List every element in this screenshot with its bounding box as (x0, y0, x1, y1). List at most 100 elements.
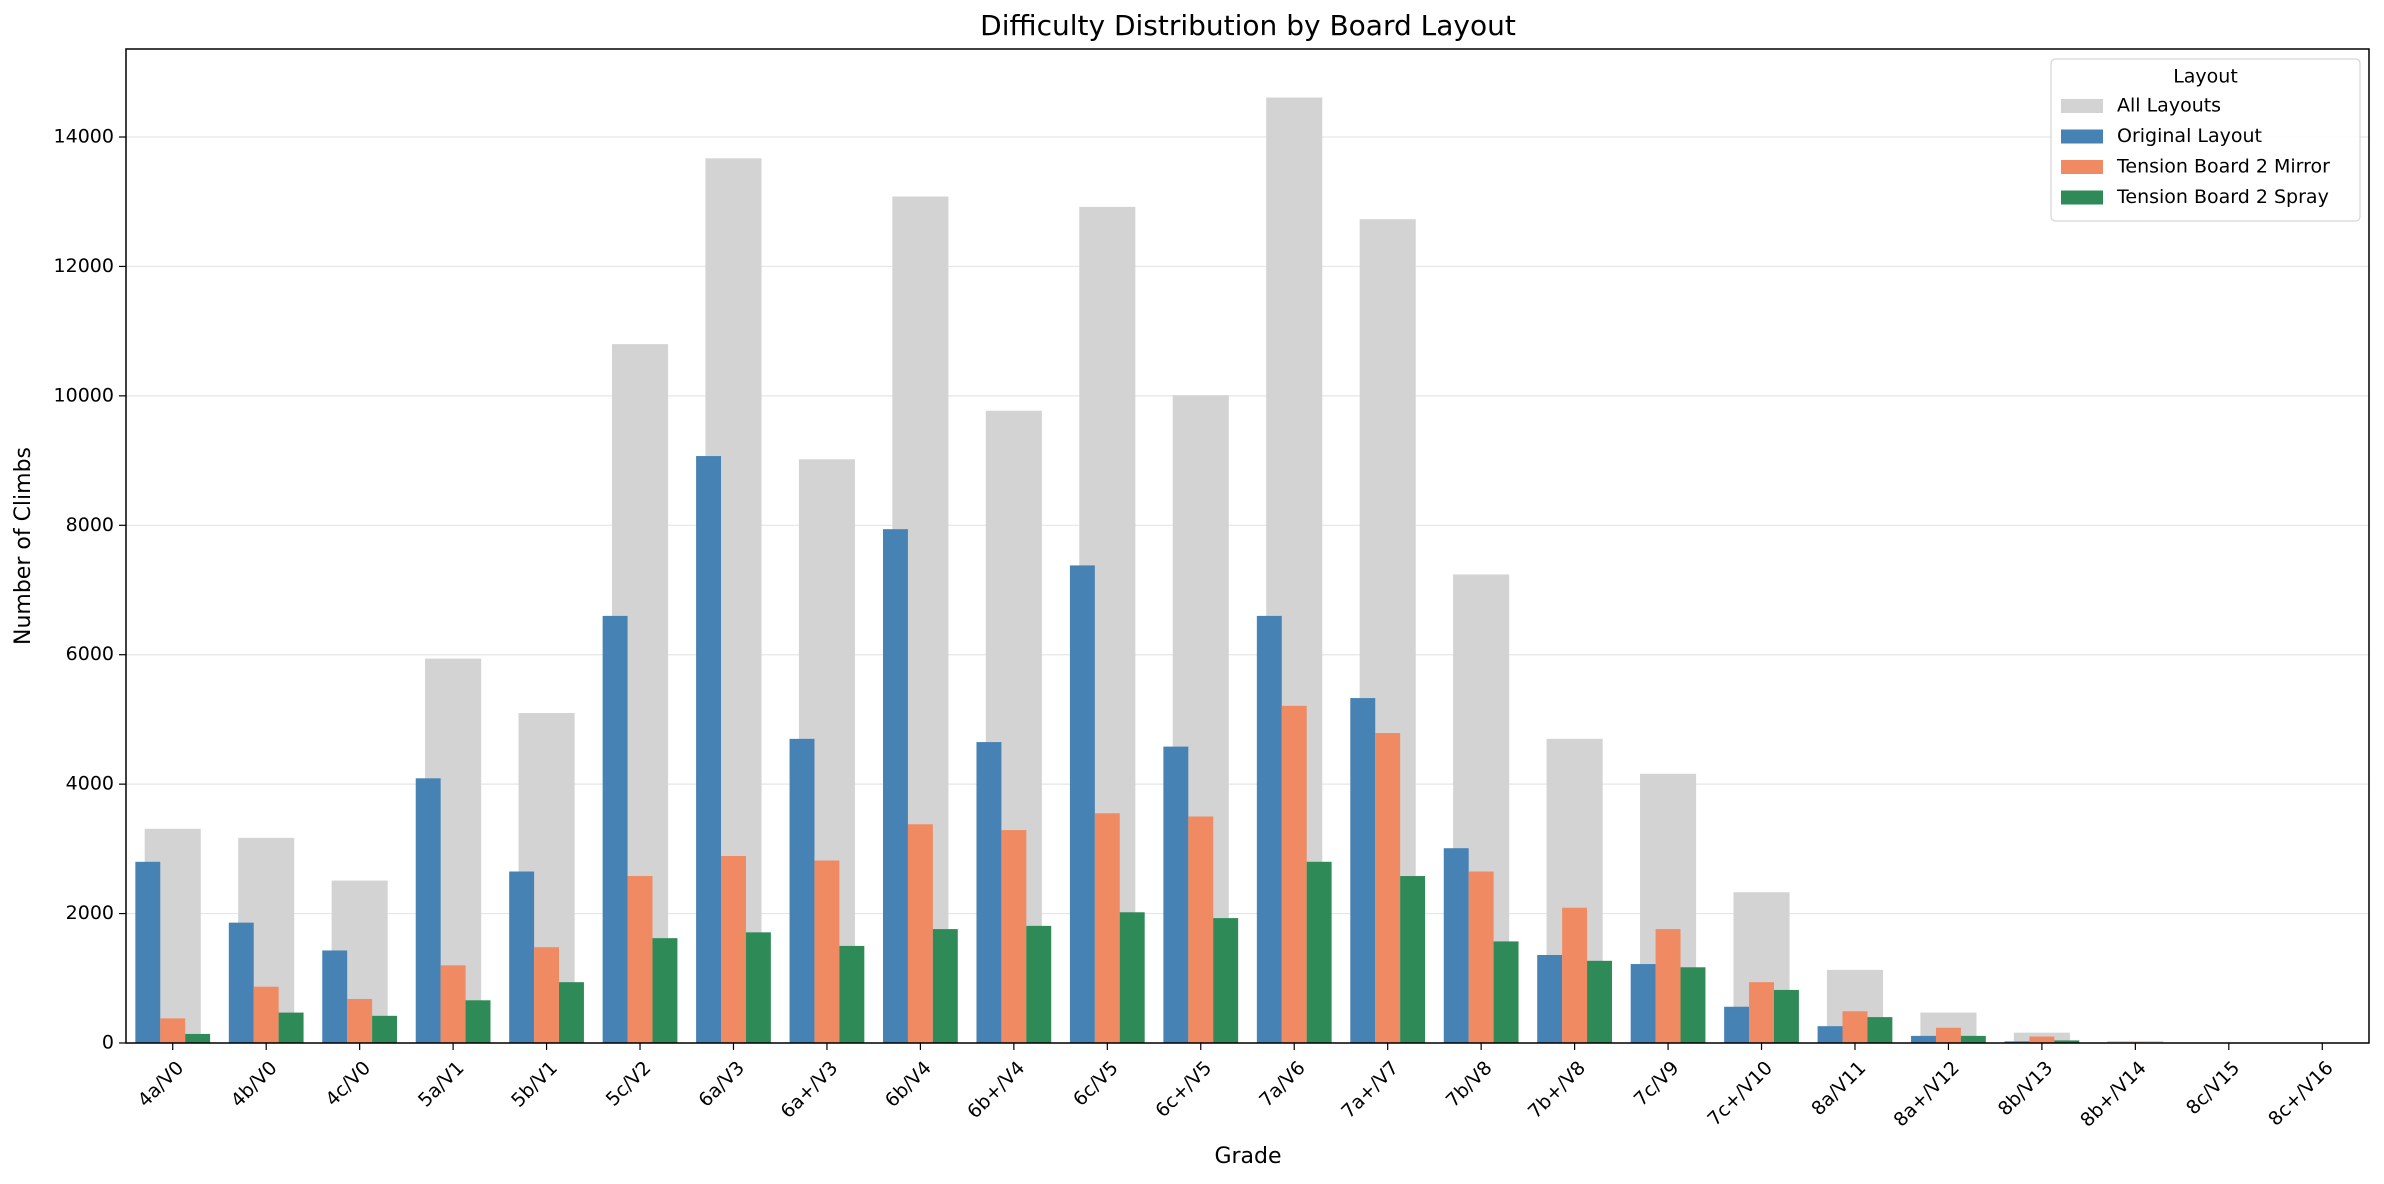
bar (907, 824, 933, 1043)
bar (1817, 1026, 1843, 1043)
bar (559, 982, 584, 1043)
x-tick-label: 5c/V2 (602, 1057, 656, 1111)
bar (627, 876, 653, 1043)
x-tick-label: 8b/V13 (1994, 1057, 2057, 1120)
bar (1773, 989, 1799, 1043)
bar (1094, 813, 1120, 1043)
bar (814, 860, 840, 1043)
legend-label: All Layouts (2117, 95, 2221, 117)
legend-title: Layout (2173, 66, 2238, 88)
x-tick-label: 6a/V3 (694, 1057, 749, 1112)
bar (2107, 1041, 2164, 1043)
bar (1375, 733, 1401, 1043)
bar (1256, 615, 1282, 1043)
y-tick-label: 8000 (66, 514, 114, 536)
bar (228, 922, 254, 1043)
bar (347, 998, 373, 1043)
bar (1493, 941, 1519, 1043)
bar (1724, 1006, 1750, 1043)
bar (1026, 925, 1052, 1043)
bar (1842, 1011, 1868, 1043)
x-tick-label: 6c+/V5 (1151, 1057, 1216, 1122)
legend-label: Tension Board 2 Mirror (2116, 156, 2330, 178)
bar (721, 855, 746, 1043)
x-tick-label: 4c/V0 (321, 1057, 375, 1111)
y-tick-label: 0 (102, 1032, 114, 1054)
x-tick-label: 7a+/V7 (1337, 1057, 1403, 1123)
bar (322, 950, 348, 1043)
bar (1655, 929, 1681, 1043)
bar (160, 1018, 186, 1043)
x-tick-label: 6a+/V3 (777, 1057, 843, 1123)
legend-label: Tension Board 2 Spray (2116, 186, 2329, 208)
x-tick-label: 6b+/V4 (963, 1057, 1029, 1123)
y-tick-label: 12000 (54, 255, 114, 277)
chart-title: Difficulty Distribution by Board Layout (980, 9, 1516, 42)
bar (1960, 1035, 1986, 1043)
bar (1163, 746, 1189, 1043)
x-tick-label: 8a+/V12 (1889, 1057, 1963, 1131)
legend-swatch (2061, 190, 2103, 205)
bar (1443, 848, 1469, 1043)
bar (745, 932, 771, 1043)
y-tick-label: 6000 (66, 643, 114, 665)
bar (1306, 861, 1332, 1043)
bar (1680, 967, 1706, 1043)
x-tick-label: 4b/V0 (227, 1057, 282, 1112)
x-tick-label: 8c/V15 (2182, 1057, 2244, 1119)
x-tick-label: 5a/V1 (414, 1057, 469, 1112)
x-axis-label: Grade (1214, 1144, 1281, 1169)
legend-label: Original Layout (2117, 125, 2262, 147)
legend-box (2050, 58, 2361, 222)
plot-frame (125, 48, 2370, 1044)
bar (509, 871, 535, 1043)
y-axis-label: Number of Climbs (11, 447, 36, 645)
x-tick-label: 5b/V1 (507, 1057, 562, 1112)
x-tick-label: 7c+/V10 (1703, 1057, 1777, 1131)
bar (789, 738, 815, 1043)
bar (465, 1000, 491, 1043)
x-tick-label: 7b/V8 (1442, 1057, 1497, 1112)
legend-swatch (2061, 160, 2103, 174)
bar (1587, 960, 1612, 1043)
bar (2004, 1041, 2030, 1043)
x-tick-label: 6c/V5 (1069, 1057, 1123, 1111)
bar (883, 529, 908, 1043)
bar (1400, 876, 1426, 1043)
bar (1069, 565, 1095, 1043)
bar (1119, 912, 1145, 1043)
x-tick-label: 8b+/V14 (2076, 1057, 2151, 1132)
y-tick-label: 4000 (66, 773, 114, 795)
bar (1562, 907, 1588, 1043)
bar (372, 1015, 398, 1043)
bar (278, 1012, 304, 1043)
x-tick-label: 6b/V4 (881, 1057, 936, 1112)
y-tick-label: 2000 (66, 902, 114, 924)
bar (1188, 816, 1214, 1043)
bar (839, 945, 865, 1043)
bar (440, 965, 466, 1043)
bar (2054, 1040, 2080, 1043)
y-tick-label: 10000 (54, 384, 114, 406)
legend-swatch (2061, 99, 2103, 113)
bar (1630, 964, 1656, 1043)
bar (2029, 1036, 2055, 1043)
bar (976, 742, 1002, 1043)
bar (415, 778, 441, 1043)
bar (1281, 705, 1307, 1043)
x-tick-label: 8c+/V16 (2264, 1057, 2338, 1131)
x-tick-label: 8a/V11 (1807, 1057, 1870, 1120)
bar (534, 947, 560, 1043)
bar (135, 861, 161, 1043)
x-tick-label: 7c/V9 (1630, 1057, 1684, 1111)
bar (1935, 1027, 1961, 1043)
bar (932, 929, 958, 1043)
bar (185, 1033, 211, 1043)
bar (1001, 830, 1027, 1043)
bar (1468, 871, 1494, 1043)
bar (696, 456, 722, 1043)
x-tick-label: 7a/V6 (1255, 1057, 1310, 1112)
x-tick-label: 4a/V0 (134, 1057, 189, 1112)
x-tick-label: 7b+/V8 (1524, 1057, 1590, 1123)
